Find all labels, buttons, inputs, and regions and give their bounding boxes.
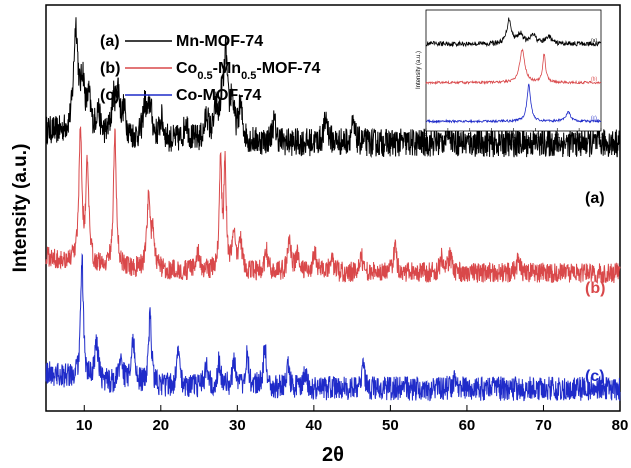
inset-chart: 5 6 7 8 9 10 11 12 13 (a) (b) (c) 2θ Intensity (a.… [416, 9, 605, 147]
inset-x-ticks: 5 6 7 8 9 10 11 12 13 [424, 128, 605, 140]
main-x-tick-label: 70 [535, 417, 552, 434]
legend: (a) Mn-MOF-74 (b) Co0.5-Mn0.5-MOF-74 (c)… [100, 33, 320, 104]
series-tag-b: (b) [585, 280, 605, 297]
inset-series-tag: (b) [591, 77, 597, 83]
inset-series-tags: (a) (b) (c) [591, 38, 597, 121]
inset-x-tick-label: 7 [468, 134, 472, 140]
main-x-tick-label: 60 [459, 417, 476, 434]
inset-series-line-1 [425, 17, 602, 48]
series-tag-c: (c) [585, 368, 605, 385]
legend-entry-c: (c) Co-MOF-74 [100, 87, 261, 104]
main-x-tick-label: 10 [76, 417, 93, 434]
legend-entry-a: (a) Mn-MOF-74 [100, 33, 263, 50]
legend-letter-a: (a) [100, 33, 120, 50]
legend-letter-b: (b) [100, 60, 120, 77]
legend-label-c: Co-MOF-74 [176, 87, 261, 104]
inset-series-line-2 [425, 48, 602, 86]
inset-x-tick-label: 9 [512, 134, 516, 140]
series-tag-a: (a) [585, 190, 605, 207]
inset-x-tick-label: 11 [554, 134, 561, 140]
main-plot-frame [45, 4, 621, 412]
main-x-ticks: 10 20 30 40 50 60 70 80 [76, 405, 628, 434]
inset-x-tick-label: 10 [532, 134, 539, 140]
main-x-tick-label: 80 [612, 417, 629, 434]
legend-entry-b: (b) Co0.5-Mn0.5-MOF-74 [100, 60, 320, 82]
inset-x-tick-label: 13 [598, 134, 605, 140]
main-y-axis-label: Intensity (a.u.) [10, 144, 31, 273]
inset-x-tick-label: 6 [446, 134, 450, 140]
main-x-tick-label: 40 [306, 417, 323, 434]
inset-y-axis-label: Intensity (a.u.) [416, 51, 422, 89]
main-x-tick-label: 50 [382, 417, 399, 434]
inset-frame [425, 9, 602, 132]
main-series-line-2 [45, 126, 621, 285]
inset-x-tick-label: 5 [424, 134, 428, 140]
main-series-line-1 [45, 17, 621, 159]
inset-x-axis-label: 2θ [509, 140, 517, 147]
inset-series-tag: (a) [591, 38, 597, 44]
inset-series-line-3 [425, 83, 602, 124]
main-series-group [45, 17, 621, 402]
main-x-tick-label: 30 [229, 417, 246, 434]
main-x-tick-label: 20 [152, 417, 169, 434]
main-x-axis-label: 2θ [322, 444, 344, 466]
legend-label-b: Co0.5-Mn0.5-MOF-74 [176, 60, 320, 82]
legend-label-a: Mn-MOF-74 [176, 33, 263, 50]
legend-letter-c: (c) [100, 87, 120, 104]
main-series-line-3 [45, 253, 621, 402]
inset-x-tick-label: 12 [576, 134, 583, 140]
inset-series-tag: (c) [591, 115, 597, 121]
inset-x-tick-label: 8 [490, 134, 494, 140]
inset-series-group [425, 17, 602, 124]
